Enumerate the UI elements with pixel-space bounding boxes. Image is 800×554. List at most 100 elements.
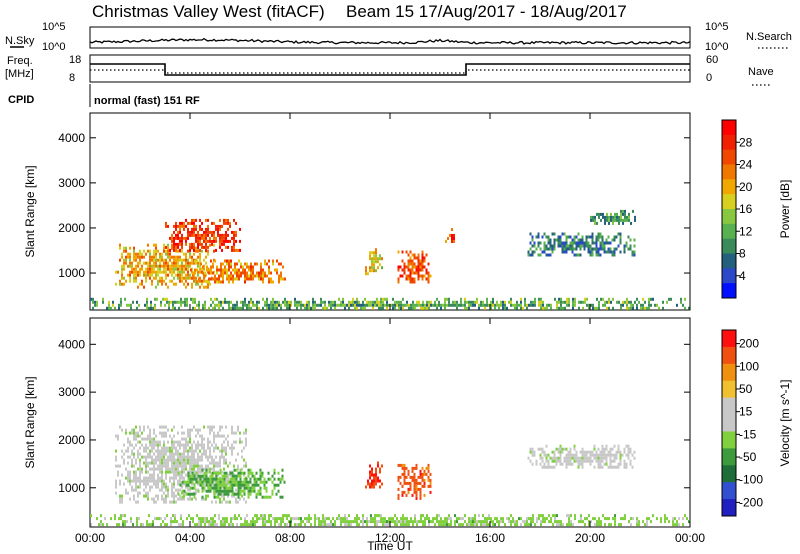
data-cell: [407, 274, 410, 278]
data-cell: [217, 477, 220, 481]
data-cell: [189, 470, 191, 474]
data-cell: [127, 461, 129, 465]
data-cell: [227, 476, 229, 480]
data-cell: [595, 253, 598, 257]
data-cell: [402, 306, 404, 310]
data-cell: [193, 248, 195, 252]
data-cell: [632, 303, 634, 307]
data-cell: [249, 477, 252, 481]
data-cell: [334, 300, 336, 304]
data-cell: [306, 306, 308, 310]
data-cell: [160, 300, 162, 304]
data-cell: [578, 300, 580, 304]
data-cell: [536, 517, 538, 521]
data-cell: [549, 456, 552, 460]
data-cell: [179, 255, 181, 259]
data-cell: [375, 476, 377, 480]
data-cell: [181, 239, 183, 243]
data-cell: [340, 303, 342, 307]
data-cell: [219, 455, 221, 459]
data-cell: [530, 303, 532, 307]
data-cell: [129, 482, 131, 486]
data-cell: [227, 440, 229, 444]
data-cell: [533, 450, 536, 454]
data-cell: [195, 276, 197, 280]
data-cell: [129, 264, 131, 268]
data-cell: [179, 464, 181, 468]
data-cell: [115, 491, 117, 495]
data-cell: [179, 488, 181, 492]
data-cell: [173, 267, 175, 271]
data-cell: [613, 465, 616, 469]
data-cell: [328, 517, 330, 521]
data-cell: [609, 247, 612, 251]
data-cell: [320, 523, 322, 527]
data-cell: [236, 306, 238, 310]
data-cell: [179, 227, 181, 231]
data-cell: [175, 264, 177, 268]
data-cell: [147, 437, 149, 441]
data-cell: [615, 465, 618, 469]
data-cell: [235, 239, 237, 243]
data-cell: [623, 250, 626, 254]
data-cell: [185, 480, 188, 484]
data-cell: [543, 462, 546, 466]
data-cell: [240, 517, 242, 521]
data-cell: [179, 497, 181, 501]
data-cell: [137, 285, 139, 289]
data-cell: [555, 456, 558, 460]
data-cell: [446, 520, 448, 524]
data-cell: [532, 514, 534, 518]
data-cell: [213, 243, 215, 247]
data-cell: [223, 497, 225, 501]
data-cell: [179, 279, 181, 283]
data-cell: [220, 271, 222, 275]
data-cell: [213, 492, 216, 496]
data-cell: [246, 514, 248, 518]
data-cell: [213, 239, 215, 243]
data-cell: [565, 453, 568, 457]
echo-region: [165, 218, 241, 252]
data-cell: [133, 476, 135, 480]
data-cell: [223, 489, 226, 493]
data-cell: [660, 517, 662, 521]
data-cell: [373, 473, 375, 477]
data-cell: [169, 279, 171, 283]
data-cell: [334, 306, 336, 310]
data-cell: [143, 285, 145, 289]
data-cell: [173, 239, 175, 243]
y-axis-label: Slant Range [km]: [23, 165, 37, 257]
data-cell: [547, 459, 550, 463]
data-cell: [231, 452, 233, 456]
data-cell: [169, 252, 171, 256]
data-cell: [372, 303, 374, 307]
data-cell: [230, 523, 232, 527]
echo-region: [397, 463, 432, 500]
data-cell: [183, 258, 185, 262]
data-cell: [179, 470, 181, 474]
data-cell: [193, 464, 195, 468]
data-cell: [226, 517, 228, 521]
data-cell: [334, 520, 336, 524]
data-cell: [121, 255, 123, 259]
data-cell: [314, 520, 316, 524]
data-cell: [157, 464, 159, 468]
data-cell: [199, 242, 201, 246]
data-cell: [231, 446, 233, 450]
data-cell: [207, 425, 209, 429]
data-cell: [165, 245, 167, 249]
data-cell: [524, 297, 526, 301]
data-cell: [183, 458, 185, 462]
data-cell: [133, 255, 135, 259]
data-cell: [510, 514, 512, 518]
data-cell: [678, 517, 680, 521]
data-cell: [207, 249, 209, 253]
data-cell: [415, 496, 418, 500]
data-cell: [160, 523, 162, 527]
data-cell: [451, 234, 453, 237]
data-cell: [559, 453, 562, 457]
data-cell: [308, 306, 310, 310]
data-cell: [490, 517, 492, 521]
data-cell: [574, 517, 576, 521]
data-cell: [486, 297, 488, 301]
